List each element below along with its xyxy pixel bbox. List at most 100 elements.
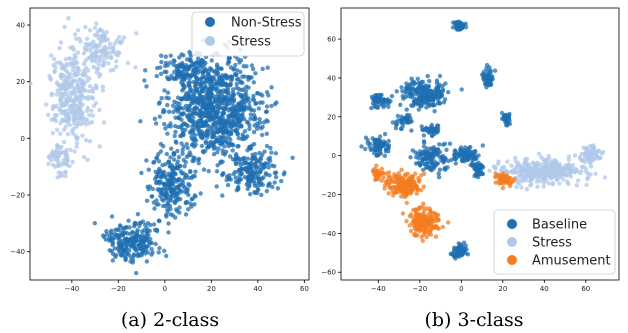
point-non-stress [188, 73, 194, 78]
point-non-stress [178, 133, 183, 139]
point-non-stress [108, 230, 114, 235]
point-non-stress [230, 87, 236, 92]
point-stress [540, 170, 545, 175]
point-stress [534, 179, 539, 184]
point-stress [107, 41, 113, 47]
point-amusement [377, 170, 383, 175]
point-non-stress [230, 148, 235, 153]
point-non-stress [248, 192, 253, 197]
point-non-stress [144, 198, 150, 203]
point-non-stress [238, 163, 243, 168]
point-stress [60, 85, 65, 91]
point-non-stress [193, 169, 198, 174]
point-non-stress [123, 255, 128, 260]
point-stress [87, 139, 93, 144]
point-amusement [424, 230, 430, 235]
point-non-stress [112, 235, 117, 240]
point-amusement [399, 194, 404, 199]
point-non-stress [267, 155, 273, 160]
point-non-stress [213, 94, 218, 99]
point-non-stress [178, 111, 183, 116]
point-stress [97, 27, 103, 33]
point-baseline [443, 81, 448, 86]
point-non-stress [202, 110, 207, 116]
point-non-stress [231, 114, 236, 120]
point-stress [579, 151, 584, 157]
point-non-stress [109, 214, 115, 219]
point-baseline [435, 161, 440, 166]
point-baseline [457, 152, 462, 157]
point-non-stress [236, 144, 241, 149]
point-baseline [375, 105, 381, 110]
point-amusement [504, 173, 509, 179]
point-baseline [381, 139, 387, 144]
point-non-stress [164, 95, 169, 100]
point-non-stress [188, 51, 193, 56]
point-baseline [427, 78, 432, 84]
point-non-stress [201, 94, 206, 100]
point-stress [56, 170, 61, 175]
point-non-stress [123, 237, 128, 242]
point-stress [528, 175, 533, 180]
point-stress [593, 171, 598, 176]
point-stress [588, 159, 593, 165]
point-non-stress [183, 200, 189, 205]
point-stress [54, 127, 60, 132]
scatter-points [28, 16, 295, 276]
point-amusement [498, 176, 503, 181]
point-stress [93, 59, 99, 64]
point-non-stress [196, 56, 201, 61]
point-stress [72, 121, 77, 126]
point-non-stress [153, 121, 159, 126]
y-tick-label: 20 [16, 78, 25, 86]
point-baseline [390, 120, 395, 125]
point-non-stress [165, 90, 171, 95]
point-stress [536, 151, 542, 156]
point-non-stress [154, 73, 159, 79]
x-tick-label: 0 [459, 285, 463, 293]
point-non-stress [236, 136, 241, 141]
y-tick-label: 0 [332, 152, 336, 160]
point-baseline [378, 93, 384, 98]
point-amusement [404, 200, 409, 206]
point-non-stress [220, 140, 225, 146]
point-non-stress [168, 182, 173, 188]
point-non-stress [184, 141, 189, 147]
legend: Non-Stress Stress [191, 11, 305, 57]
point-stress [524, 163, 529, 168]
legend-label-non-stress: Non-Stress [231, 16, 302, 31]
point-stress [46, 161, 51, 167]
point-stress [72, 89, 77, 94]
point-baseline [422, 140, 427, 145]
caption-a: (a) 2-class [121, 309, 219, 331]
point-amusement [408, 212, 414, 217]
point-stress [544, 167, 549, 172]
point-amusement [402, 174, 408, 179]
point-stress [585, 171, 591, 176]
point-stress [76, 120, 81, 126]
point-stress [104, 46, 109, 51]
point-stress [63, 57, 68, 62]
point-non-stress [220, 148, 225, 153]
point-amusement [422, 220, 427, 226]
point-non-stress [126, 218, 131, 223]
point-baseline [408, 116, 413, 121]
point-stress [59, 75, 64, 81]
point-stress [104, 51, 109, 57]
point-stress [579, 169, 584, 174]
point-non-stress [184, 154, 190, 159]
point-amusement [388, 179, 394, 184]
point-non-stress [251, 129, 257, 135]
point-stress [92, 25, 98, 31]
point-stress [85, 157, 90, 162]
point-stress [60, 103, 66, 108]
point-stress [61, 139, 67, 145]
point-stress [67, 97, 72, 102]
point-stress [562, 172, 568, 177]
point-stress [46, 112, 51, 118]
point-amusement [393, 190, 399, 195]
point-non-stress [178, 169, 184, 174]
legend-box [191, 11, 305, 57]
point-non-stress [154, 174, 159, 179]
point-non-stress [192, 72, 197, 78]
